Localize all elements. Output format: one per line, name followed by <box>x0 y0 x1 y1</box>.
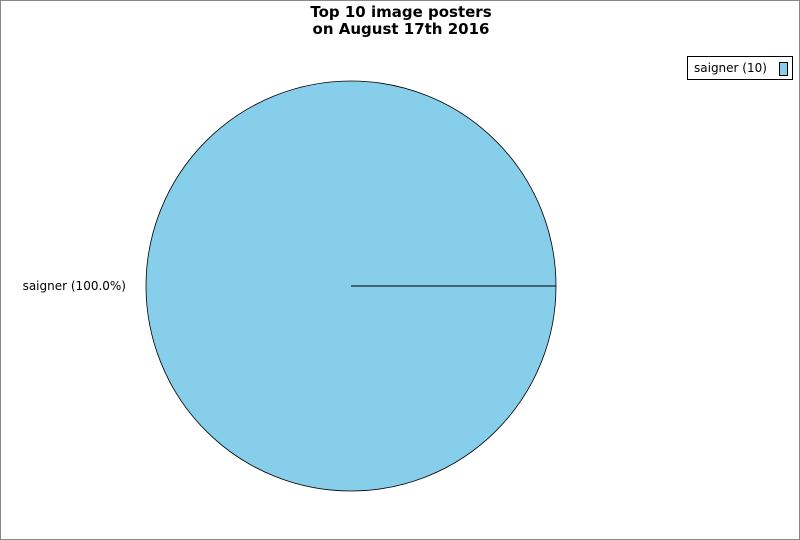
legend-label: saigner (10) <box>694 61 767 75</box>
legend-swatch <box>779 62 788 76</box>
legend: saigner (10) <box>687 56 793 80</box>
title-line-1: Top 10 image posters <box>310 3 492 21</box>
title-line-2: on August 17th 2016 <box>312 20 490 38</box>
chart-title: Top 10 image posters on August 17th 2016 <box>1 3 799 38</box>
slice-label: saigner (100.0%) <box>23 279 126 293</box>
